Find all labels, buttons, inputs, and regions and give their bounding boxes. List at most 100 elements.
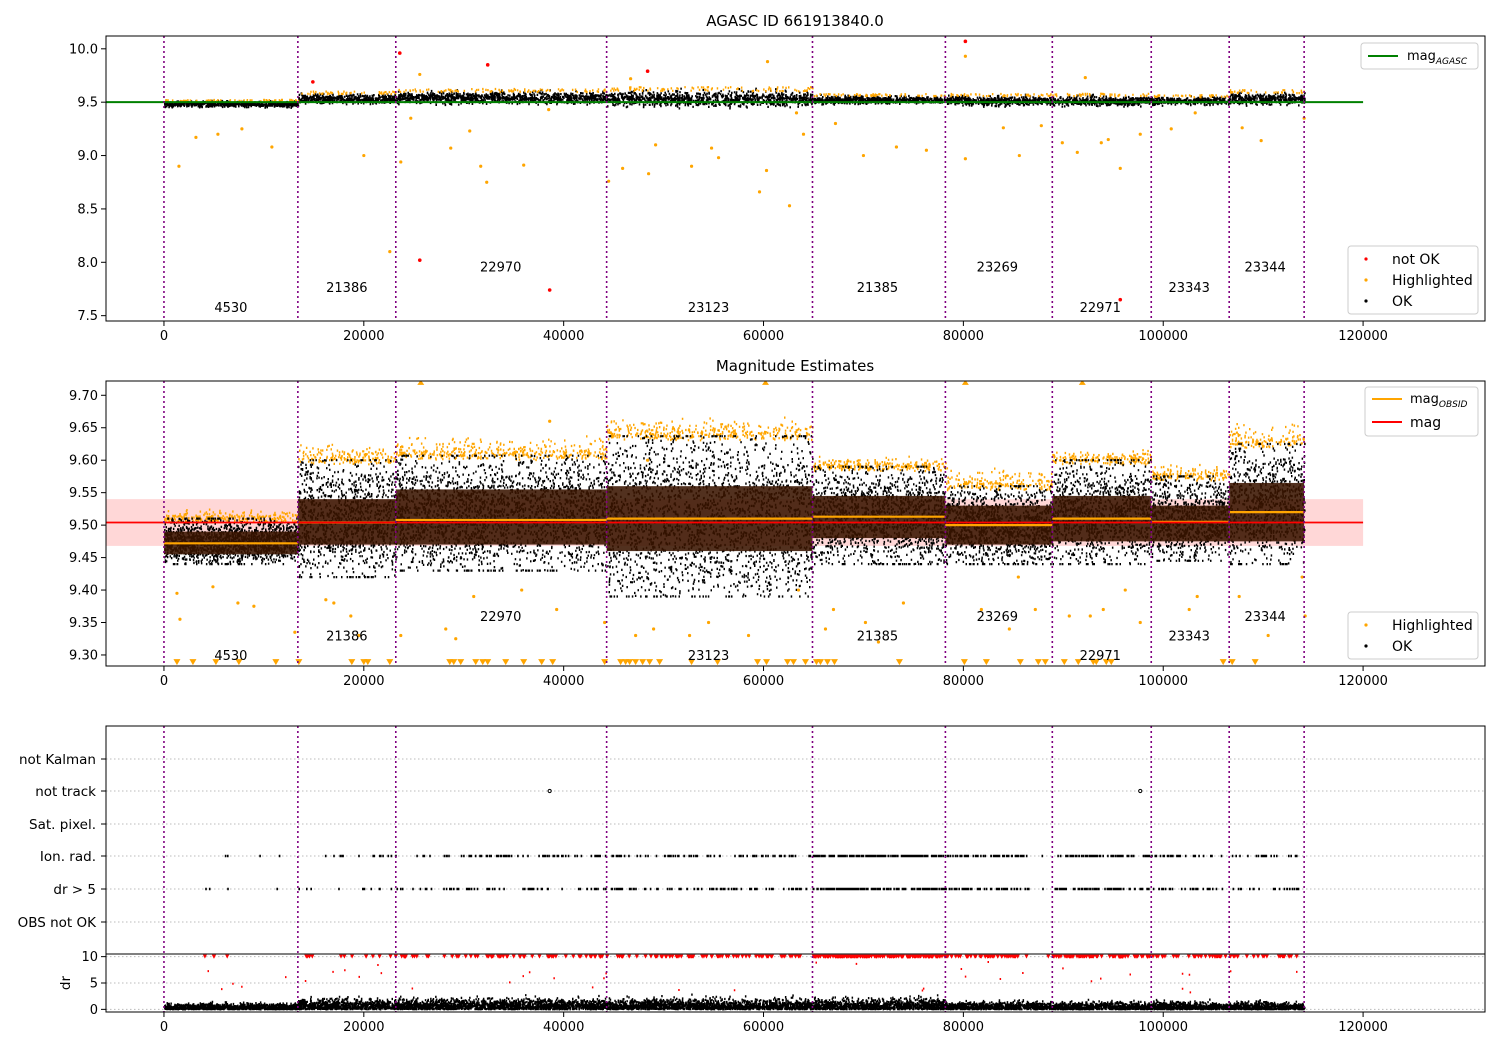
obsid-label: 22971 — [1080, 649, 1121, 664]
highlighted-fringe — [165, 86, 1305, 103]
obsid-label: 23123 — [688, 649, 729, 664]
highlighted-offscale-down-marker — [479, 659, 487, 666]
highlighted-point — [621, 166, 625, 170]
highlighted-point — [787, 204, 792, 208]
y-tick-label: 9.60 — [69, 454, 98, 469]
highlighted-point — [1118, 166, 1122, 170]
panel1-plot: 4530 21386 22970 23123 21385 23269 22971 23343 2… — [106, 36, 1364, 321]
highlighted-offscale-down-marker — [816, 659, 824, 666]
dr-tick-label: 0 — [90, 1003, 98, 1018]
x-tick-label: 20000 — [343, 329, 384, 344]
highlighted-offscale-down-marker — [457, 659, 465, 666]
highlighted-point — [555, 607, 559, 612]
highlighted-point — [177, 164, 181, 168]
obsid-label: 22970 — [480, 261, 521, 276]
y-tick-label: 10.0 — [69, 42, 98, 57]
highlighted-point — [1101, 607, 1105, 612]
highlighted-point — [1138, 132, 1142, 136]
not-track-flag — [547, 788, 552, 794]
dr-axis-label: dr — [58, 975, 74, 990]
highlighted-offscale-down-marker — [801, 659, 809, 666]
highlighted-offscale-down-marker — [189, 659, 197, 666]
x-tick-label: 80000 — [943, 1020, 984, 1035]
highlighted-point — [796, 588, 801, 592]
highlighted-point — [357, 633, 361, 638]
highlighted-point — [629, 77, 633, 81]
highlighted-point — [746, 633, 751, 638]
highlighted-point — [1083, 76, 1087, 80]
highlighted-offscale-down-marker — [639, 659, 647, 666]
highlighted-offscale-down-marker — [1041, 659, 1049, 666]
dr-ok-points — [164, 993, 1306, 1011]
highlighted-point — [522, 163, 526, 167]
not-ok-point — [311, 80, 315, 84]
highlighted-point — [1123, 588, 1127, 592]
legend-not-ok-marker — [1364, 257, 1368, 261]
highlighted-point — [716, 156, 721, 160]
highlighted-offscale-down-marker — [617, 659, 625, 666]
dr-tick-label: 5 — [90, 977, 98, 992]
highlighted-point — [863, 620, 868, 625]
highlighted-point — [270, 145, 274, 149]
x-tick-label: 20000 — [343, 674, 384, 689]
x-tick-label: 40000 — [543, 674, 584, 689]
highlighted-offscale-down-marker — [632, 659, 640, 666]
highlighted-point — [332, 601, 336, 605]
x-tick-label: 80000 — [943, 329, 984, 344]
flag-row-label: not Kalman — [19, 752, 96, 768]
highlighted-point — [634, 633, 638, 638]
y-tick-label: 9.30 — [69, 648, 98, 663]
obsid-quartile-box — [1151, 505, 1230, 542]
highlighted-point — [211, 585, 215, 589]
obsid-label: 21386 — [326, 281, 367, 296]
obsid-label: 23343 — [1169, 629, 1210, 644]
highlighted-offscale-down-marker — [348, 659, 356, 666]
highlighted-point — [979, 607, 983, 612]
highlighted-offscale-down-marker — [823, 659, 831, 666]
highlighted-point — [1099, 141, 1103, 145]
highlighted-point — [1193, 111, 1197, 115]
highlighted-point — [794, 111, 799, 115]
obsid-label: 21385 — [857, 629, 898, 644]
x-tick-label: 20000 — [343, 1020, 384, 1035]
highlighted-point — [1075, 150, 1079, 154]
x-tick-label: 120000 — [1338, 329, 1388, 344]
not-ok-point — [1118, 297, 1123, 302]
panel2-frame — [105, 380, 1486, 667]
x-tick-label: 0 — [160, 674, 168, 689]
x-tick-label: 120000 — [1338, 1020, 1388, 1035]
dr-clipped-markers — [202, 954, 1299, 959]
highlighted-point — [1060, 141, 1064, 145]
not-ok-point — [963, 39, 968, 44]
not-ok-point — [645, 69, 650, 74]
obsid-label: 23269 — [977, 610, 1018, 625]
highlighted-point — [861, 153, 866, 158]
highlighted-point — [1106, 137, 1110, 142]
highlighted-point — [178, 617, 182, 621]
x-tick-label: 0 — [160, 1020, 168, 1035]
highlighted-offscale-down-marker — [386, 659, 394, 666]
highlighted-point — [963, 157, 967, 161]
x-tick-label: 60000 — [743, 674, 784, 689]
obsid-label: 22970 — [480, 610, 521, 625]
title-agasc: AGASC ID 661913840.0 — [706, 12, 884, 30]
panel3-plot — [106, 726, 1485, 1012]
highlighted-offscale-down-marker — [295, 659, 303, 666]
highlighted-point — [764, 168, 769, 173]
x-tick-label: 0 — [160, 329, 168, 344]
highlighted-offscale-down-marker — [212, 659, 220, 666]
highlighted-point — [444, 627, 448, 631]
highlighted-point — [362, 153, 366, 158]
highlighted-offscale-down-marker — [1107, 659, 1115, 666]
highlighted-point — [216, 132, 220, 136]
legend2-ok-label: OK — [1392, 639, 1413, 655]
y-tick-label: 9.5 — [77, 96, 98, 111]
highlighted-point — [548, 419, 552, 423]
highlighted-point — [1195, 594, 1199, 599]
legend-mag-estimates: magOBSID mag — [1364, 386, 1479, 437]
highlighted-point — [175, 591, 179, 595]
highlighted-point — [1169, 127, 1173, 131]
highlighted-point — [1187, 607, 1191, 612]
highlighted-offscale-down-marker — [272, 659, 280, 666]
highlighted-offscale-down-marker — [601, 659, 609, 666]
